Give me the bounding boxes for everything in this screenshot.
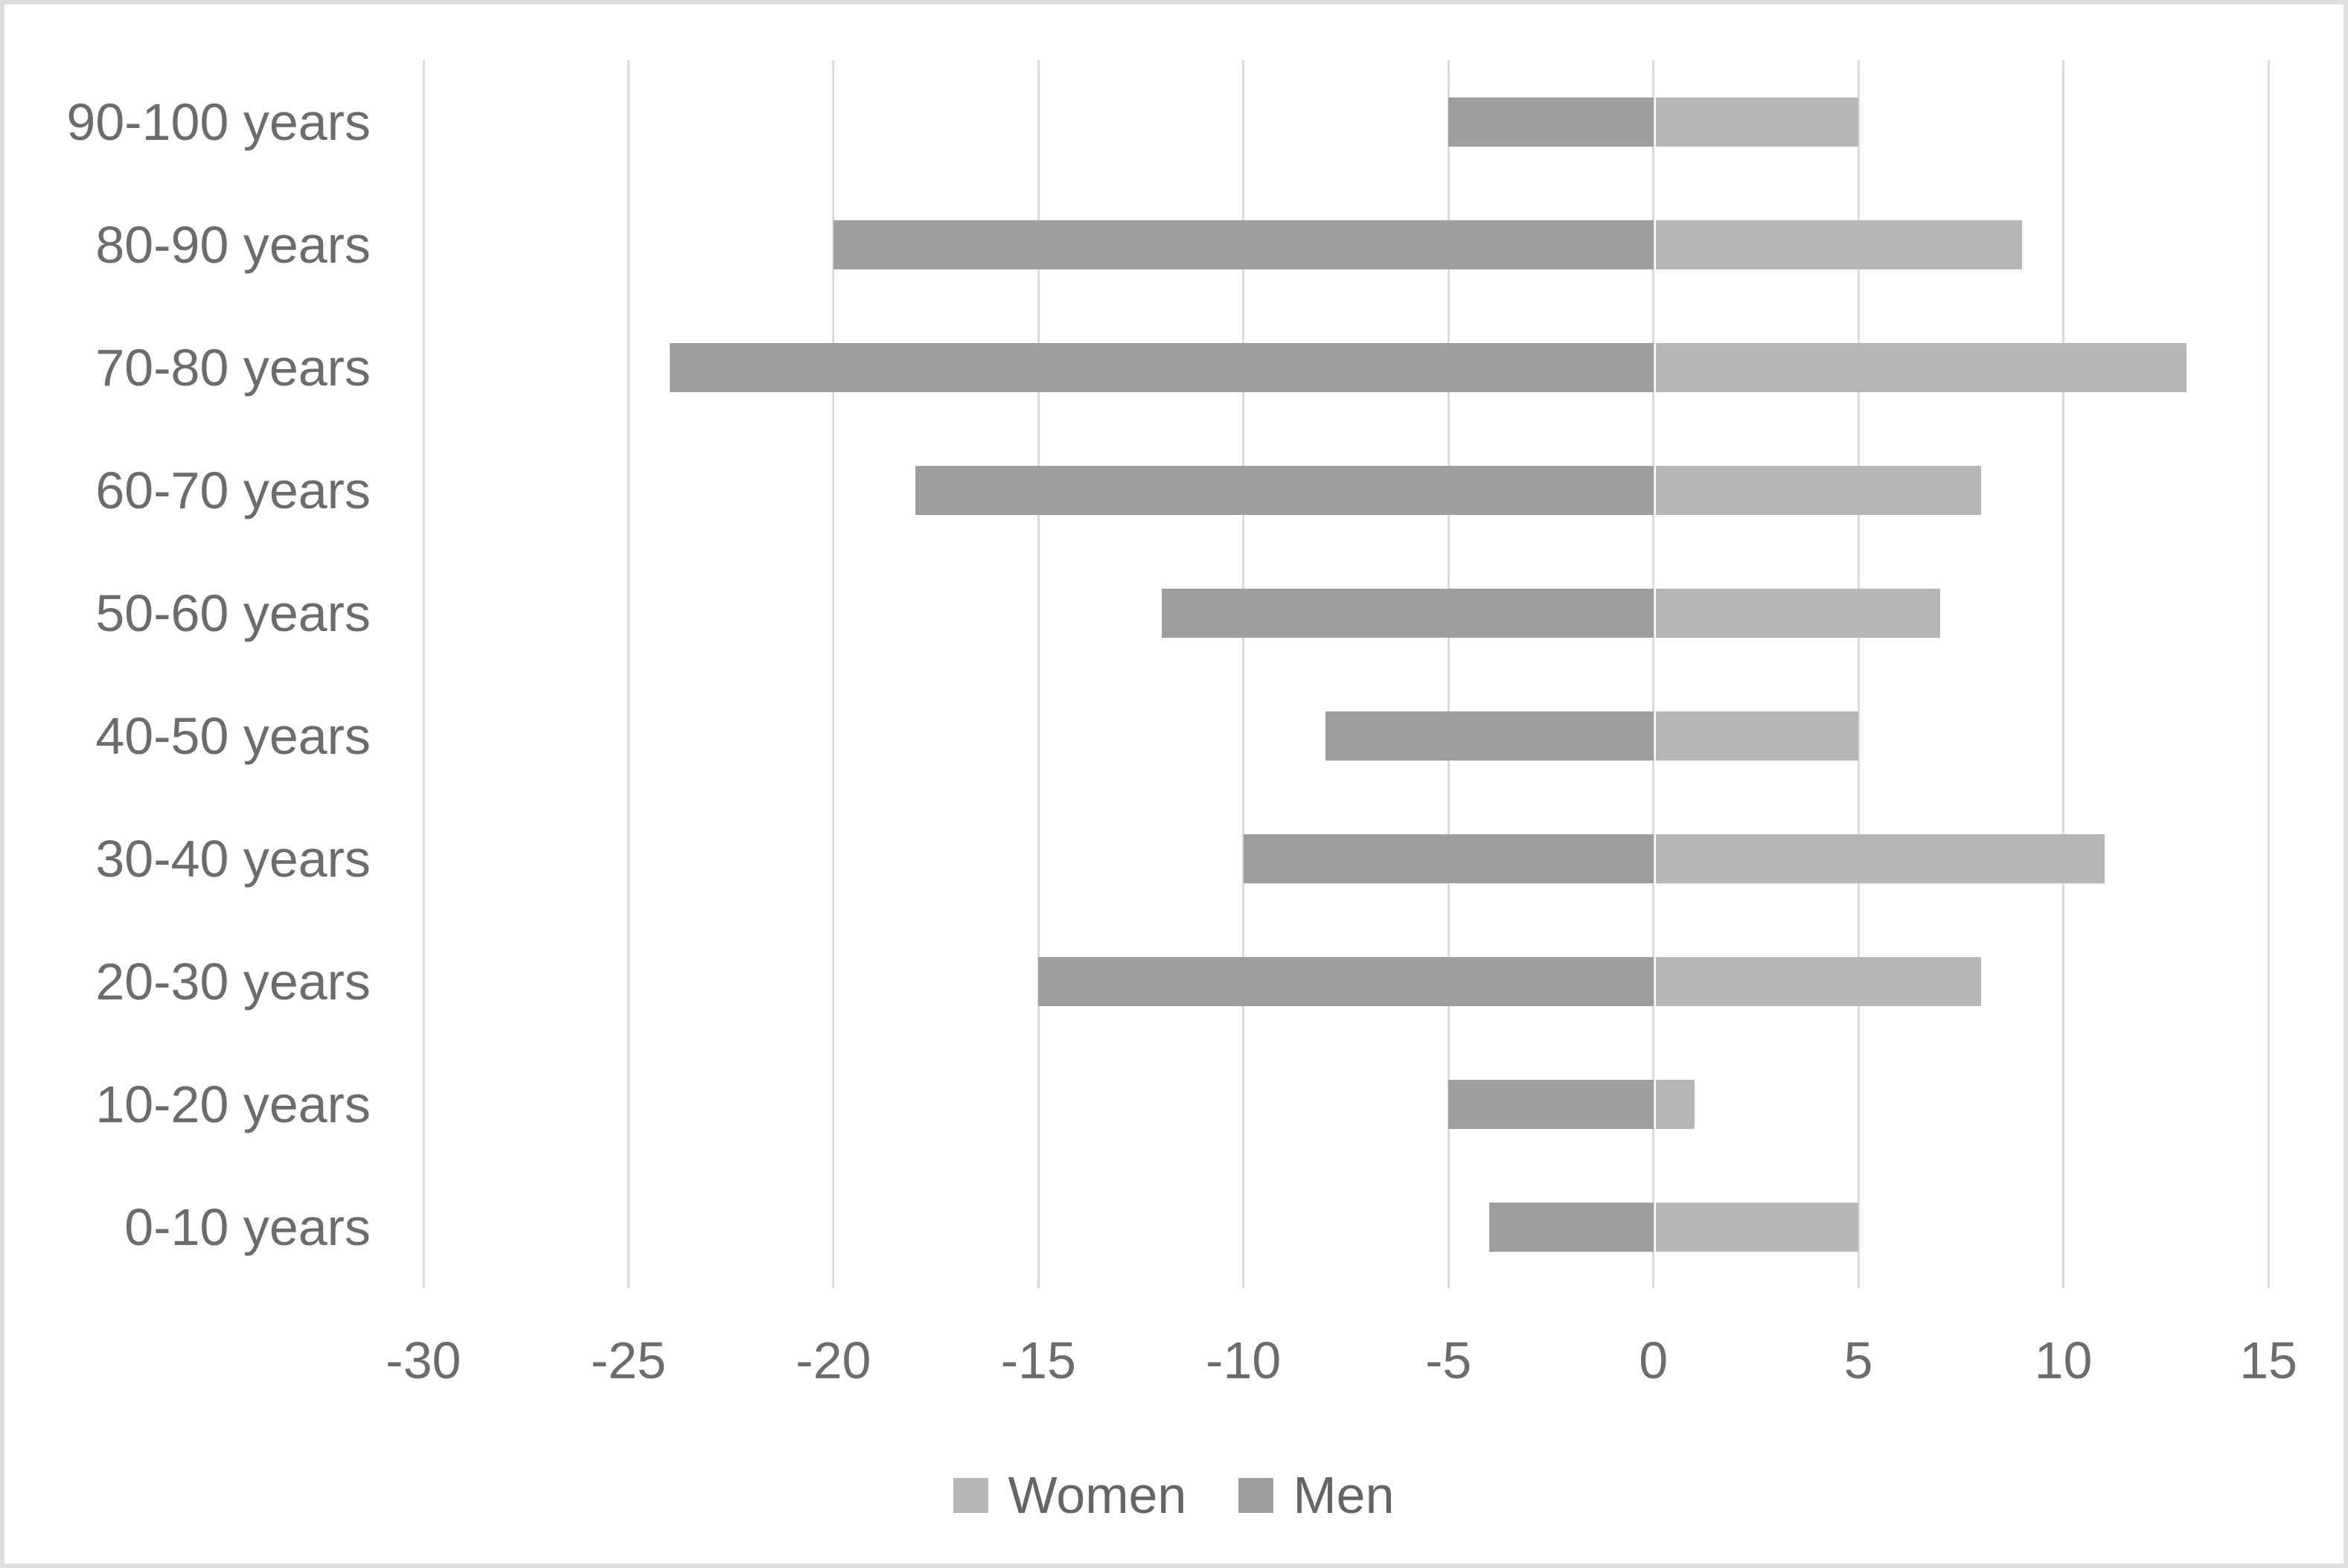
bar-men-90-100-years — [1448, 97, 1654, 147]
gridline--25 — [627, 60, 630, 1288]
gridline--5 — [1447, 60, 1450, 1288]
bar-men-40-50-years — [1325, 711, 1654, 761]
x-axis-tick-label--10: -10 — [1206, 1331, 1282, 1389]
y-axis-label-70-80-years: 70-80 years — [95, 338, 371, 397]
gridline--15 — [1037, 60, 1040, 1288]
bar-women-80-90-years — [1655, 220, 2023, 269]
y-axis-label-90-100-years: 90-100 years — [66, 92, 371, 151]
bar-women-30-40-years — [1655, 833, 2105, 883]
x-axis-tick-label-5: 5 — [1843, 1331, 1873, 1389]
gridline-5 — [1857, 60, 1860, 1288]
bar-men-50-60-years — [1161, 588, 1654, 638]
x-axis-tick-label-15: 15 — [2239, 1331, 2297, 1389]
legend-item-women: Women — [953, 1469, 1186, 1521]
y-axis-label-60-70-years: 60-70 years — [95, 461, 371, 519]
y-axis-label-40-50-years: 40-50 years — [95, 706, 371, 765]
y-axis-label-0-10-years: 0-10 years — [124, 1197, 371, 1256]
x-axis-tick-label--5: -5 — [1425, 1331, 1472, 1389]
bar-women-0-10-years — [1655, 1202, 1859, 1252]
bar-women-60-70-years — [1655, 465, 1982, 515]
y-axis-label-80-90-years: 80-90 years — [95, 215, 371, 274]
y-axis-label-30-40-years: 30-40 years — [95, 829, 371, 888]
bar-men-20-30-years — [1038, 956, 1654, 1006]
bar-men-60-70-years — [915, 465, 1654, 515]
gridline-15 — [2267, 60, 2270, 1288]
legend-label-men: Men — [1293, 1466, 1395, 1524]
bar-women-40-50-years — [1655, 711, 1859, 761]
x-axis-tick-label--25: -25 — [590, 1331, 667, 1389]
y-axis-label-20-30-years: 20-30 years — [95, 952, 371, 1011]
chart-canvas: 90-100 years 80-90 years 70-80 years 60-70 … — [4, 4, 2344, 1564]
bar-men-30-40-years — [1243, 833, 1654, 883]
bar-men-0-10-years — [1489, 1202, 1654, 1252]
bar-men-70-80-years — [669, 342, 1654, 392]
legend-swatch-men — [1238, 1477, 1274, 1513]
bar-women-50-60-years — [1655, 588, 1941, 638]
bar-men-80-90-years — [833, 220, 1654, 269]
x-axis-tick-label--30: -30 — [386, 1331, 461, 1389]
y-axis-label-10-20-years: 10-20 years — [95, 1075, 371, 1133]
legend-label-women: Women — [1008, 1466, 1187, 1524]
gridline-10 — [2062, 60, 2065, 1288]
x-axis-tick-label-10: 10 — [2034, 1331, 2093, 1389]
legend-item-men: Men — [1238, 1466, 1395, 1524]
x-axis-tick-label-0: 0 — [1639, 1331, 1669, 1389]
bar-women-90-100-years — [1655, 97, 1859, 147]
gridline--30 — [422, 60, 425, 1288]
gridline--20 — [832, 60, 835, 1288]
bar-women-10-20-years — [1655, 1079, 1695, 1129]
plot-area — [4, 4, 2344, 1564]
legend-swatch-women — [953, 1477, 989, 1513]
x-axis-tick-label--20: -20 — [796, 1331, 871, 1389]
x-axis-tick-label--15: -15 — [1000, 1331, 1076, 1389]
gridline--10 — [1242, 60, 1245, 1288]
bar-women-70-80-years — [1655, 342, 2187, 392]
bar-men-10-20-years — [1448, 1079, 1654, 1129]
y-axis-label-50-60-years: 50-60 years — [95, 583, 371, 642]
legend: Women Men — [4, 1454, 2344, 1536]
bar-women-20-30-years — [1655, 956, 1982, 1006]
gridline-0 — [1652, 60, 1655, 1288]
